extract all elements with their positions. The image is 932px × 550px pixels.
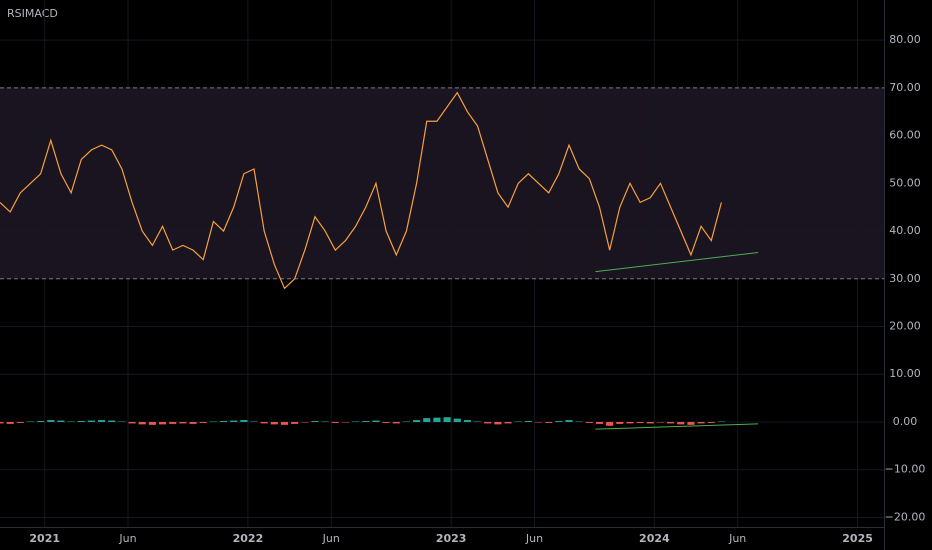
- histogram-bar: [616, 421, 624, 424]
- x-tick-label: Jun: [118, 532, 136, 545]
- histogram-bar: [534, 421, 543, 423]
- histogram-bar: [667, 421, 675, 424]
- histogram-bar: [230, 420, 238, 422]
- y-tick-label: 0.00: [893, 415, 918, 428]
- trend-line: [595, 252, 759, 273]
- x-tick-label: 2021: [29, 532, 60, 545]
- y-tick-label: −10.00: [885, 463, 926, 476]
- histogram-bar: [87, 420, 96, 422]
- histogram-bar: [372, 420, 380, 422]
- y-tick-label: 20.00: [889, 320, 921, 333]
- histogram-bar: [199, 421, 207, 423]
- histogram-bar: [402, 421, 410, 423]
- y-tick-label: 70.00: [889, 81, 921, 94]
- histogram-bar: [575, 421, 583, 423]
- histogram-bar: [463, 420, 471, 422]
- histogram-bar: [301, 421, 309, 423]
- histogram-bar: [291, 421, 299, 424]
- rsi-line: [0, 91, 723, 290]
- y-tick-label: 30.00: [889, 272, 921, 285]
- y-tick-label: 80.00: [889, 33, 921, 46]
- histogram-bar: [148, 421, 156, 425]
- histogram-bar: [626, 421, 634, 424]
- x-tick-label: Jun: [728, 532, 746, 545]
- histogram-bar: [270, 421, 278, 425]
- histogram-bar: [646, 421, 654, 424]
- histogram-bar: [504, 421, 512, 424]
- histogram-bar: [57, 420, 65, 422]
- x-tick-label: 2023: [436, 532, 467, 545]
- histogram-bar: [494, 421, 502, 425]
- histogram-bar: [453, 418, 461, 422]
- histogram-bar: [179, 421, 187, 424]
- histogram-bar: [118, 421, 126, 423]
- histogram-bar: [67, 421, 75, 423]
- histogram-bar: [606, 421, 614, 426]
- histogram-bar: [423, 418, 431, 422]
- histogram-bar: [321, 421, 329, 423]
- histogram-bar: [16, 421, 24, 423]
- histogram-bar: [717, 421, 725, 423]
- y-tick-label: 10.00: [889, 367, 921, 380]
- histogram-bar: [6, 421, 14, 424]
- histogram-bar: [413, 420, 421, 422]
- histogram-bar: [443, 417, 451, 422]
- histogram-bar: [169, 421, 177, 424]
- histogram-bar: [138, 421, 146, 425]
- histogram-bar: [47, 420, 55, 422]
- chart-title: RSIMACD: [7, 7, 58, 20]
- histogram-bar: [636, 421, 644, 423]
- histogram-bar: [595, 421, 604, 424]
- histogram-bar: [219, 421, 228, 422]
- histogram-bar: [524, 421, 532, 422]
- x-tick-label: Jun: [322, 532, 340, 545]
- y-tick-label: 60.00: [889, 129, 921, 142]
- histogram-bar: [250, 421, 258, 423]
- histogram-bar: [697, 421, 705, 424]
- x-tick-label: 2022: [233, 532, 264, 545]
- y-tick-label: 50.00: [889, 176, 921, 189]
- histogram-bar: [280, 421, 289, 425]
- y-tick-label: 40.00: [889, 224, 921, 237]
- x-tick-label: Jun: [525, 532, 543, 545]
- histogram-bar: [159, 421, 167, 425]
- histogram-bar: [585, 421, 593, 423]
- y-tick-label: −20.00: [885, 510, 926, 523]
- x-tick-label: 2024: [639, 532, 670, 545]
- histogram-bar: [26, 421, 35, 423]
- histogram-bar: [392, 421, 400, 424]
- histogram-bar: [362, 421, 370, 422]
- histogram-bar: [656, 421, 665, 423]
- histogram-bar: [0, 421, 4, 424]
- histogram-bar: [433, 417, 441, 422]
- histogram-bar: [37, 421, 45, 422]
- histogram-bar: [189, 421, 197, 424]
- histogram-bar: [555, 421, 563, 422]
- histogram-bar: [352, 421, 360, 423]
- histogram-bar: [209, 421, 217, 423]
- x-tick-label: 2025: [842, 532, 873, 545]
- histogram-bar: [260, 421, 268, 424]
- histogram-bar: [474, 421, 482, 423]
- histogram-bar: [98, 420, 106, 422]
- histogram-bar: [331, 421, 339, 423]
- histogram-bar: [514, 421, 522, 423]
- histogram-bar: [707, 421, 715, 423]
- histogram-bar: [677, 421, 685, 425]
- histogram-bar: [382, 421, 390, 423]
- histogram-bar: [687, 421, 695, 425]
- histogram-bar: [108, 420, 116, 422]
- histogram-bar: [545, 421, 553, 423]
- histogram-bar: [240, 420, 248, 422]
- histogram-bar: [128, 421, 136, 424]
- trend-line: [595, 423, 759, 430]
- histogram-bar: [341, 421, 350, 423]
- histogram-bar: [484, 421, 492, 424]
- histogram-bar: [77, 421, 85, 422]
- histogram-bar: [311, 421, 319, 422]
- histogram-bar: [565, 420, 573, 422]
